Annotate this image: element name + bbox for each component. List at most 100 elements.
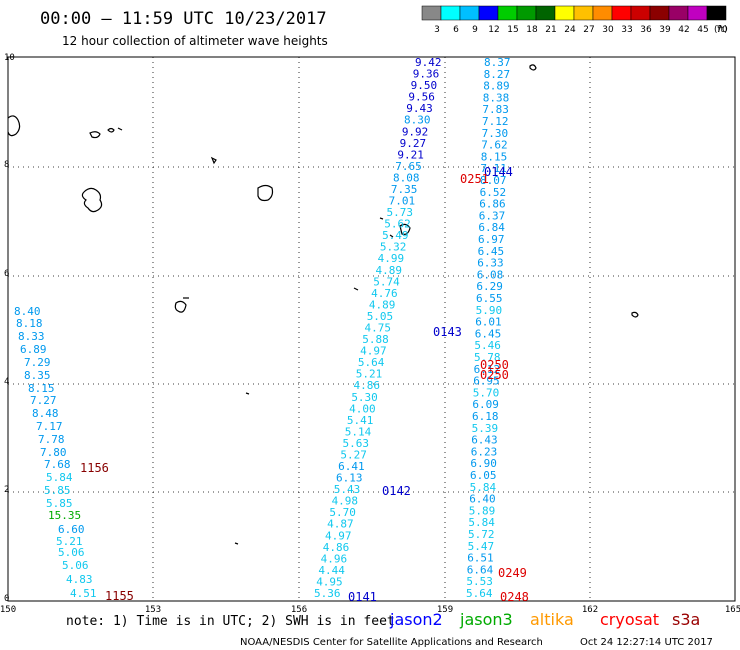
wave-height-value: 8.15 [481, 150, 508, 163]
coastline-islands [7, 64, 639, 545]
wave-height-value: 6.64 [467, 563, 494, 576]
wave-height-value: 4.95 [316, 575, 343, 588]
wave-height-value: 7.27 [30, 394, 57, 407]
wave-height-value: 8.89 [483, 80, 510, 93]
pass-time-label: 0248 [500, 590, 529, 604]
scale-swatch [592, 5, 613, 21]
lat-tick-label: 6 [4, 269, 9, 279]
wave-height-value: 6.51 [467, 552, 494, 565]
wave-height-value: 6.12 [474, 363, 501, 376]
wave-height-value: 6.05 [470, 469, 497, 482]
wave-height-value: 5.32 [380, 241, 407, 254]
wave-height-value: 8.33 [18, 330, 45, 343]
wave-height-value: 7.68 [44, 458, 71, 471]
scale-tick-label: 42 [678, 25, 689, 35]
page-subtitle: 12 hour collection of altimeter wave hei… [62, 34, 328, 48]
wave-height-value: 5.70 [329, 506, 356, 519]
graticule [8, 57, 735, 601]
wave-height-value: 6.97 [478, 233, 505, 246]
pass-time-label: 1156 [80, 461, 109, 475]
wave-height-value: 4.97 [325, 529, 352, 542]
wave-height-value: 6.55 [476, 292, 503, 305]
wave-height-value: 5.06 [58, 546, 85, 559]
wave-height-value: 5.14 [345, 425, 372, 438]
wave-height-value: 4.96 [321, 552, 348, 565]
wave-height-value: 7.17 [36, 420, 63, 433]
wave-height-value: 6.52 [480, 186, 507, 199]
wave-height-value: 7.35 [391, 183, 418, 196]
wave-height-value: 5.47 [468, 540, 495, 553]
wave-height-value: 6.60 [58, 523, 85, 536]
page-title: 00:00 – 11:59 UTC 10/23/2017 [40, 9, 327, 29]
wave-height-value: 6.18 [472, 410, 499, 423]
wave-height-value: 4.44 [318, 564, 345, 577]
lon-tick-label: 150 [0, 605, 16, 615]
wave-height-value: 5.85 [46, 497, 73, 510]
satellite-legend: jason2 jason3 altika cryosat s3a [389, 610, 700, 629]
pass-time-label: 1155 [105, 589, 134, 603]
legend-cryosat: cryosat [600, 610, 659, 629]
wave-height-value: 5.64 [466, 587, 493, 600]
wave-height-value: 5.36 [314, 587, 341, 600]
lat-tick-label: 0 [4, 594, 9, 604]
legend-jason2: jason2 [389, 610, 443, 629]
credit-text: NOAA/NESDIS Center for Satellite Applica… [240, 637, 543, 648]
wave-height-value: 7.83 [482, 103, 509, 116]
wave-height-value: 6.01 [475, 316, 502, 329]
wave-height-value: 4.51 [70, 587, 97, 600]
wave-height-value: 5.49 [382, 229, 409, 242]
wave-height-value: 5.21 [356, 368, 383, 381]
wave-height-value: 7.80 [40, 446, 67, 459]
wave-height-value: 6.13 [336, 472, 363, 485]
wave-height-value: 8.07 [480, 174, 507, 187]
wave-height-value: 6.41 [338, 460, 365, 473]
scale-tick-label: 33 [621, 25, 632, 35]
wave-height-value: 5.89 [469, 504, 496, 517]
scale-tick-label: 24 [564, 25, 576, 35]
wave-height-value: 7.29 [24, 356, 51, 369]
wave-height-value: 5.72 [468, 528, 495, 541]
wave-height-value: 4.86 [323, 541, 350, 554]
wave-height-value: 8.15 [28, 382, 55, 395]
scale-swatch [535, 5, 556, 21]
wave-height-value: 4.98 [332, 495, 359, 508]
wave-height-value: 4.83 [66, 573, 93, 586]
wave-height-value: 6.95 [473, 375, 500, 388]
scale-swatch [440, 5, 461, 21]
wave-height-value: 6.45 [475, 327, 502, 340]
wave-height-value: 5.73 [386, 206, 413, 219]
wave-height-value: 4.97 [360, 345, 387, 358]
wave-height-value: 6.09 [472, 398, 499, 411]
altimeter-tracks: 5.364.954.444.964.864.974.875.704.985.43… [14, 56, 511, 600]
scale-swatch [611, 5, 632, 21]
scale-swatch [649, 5, 670, 21]
wave-height-value: 8.38 [483, 91, 510, 104]
wave-height-value: 5.64 [358, 356, 385, 369]
wave-height-value: 7.11 [480, 162, 507, 175]
lat-tick-label: 2 [4, 485, 9, 495]
pass-time-label: 0250 [480, 358, 509, 372]
plot-frame [7, 56, 736, 602]
lon-tick-label: 153 [145, 605, 161, 615]
legend-jason3: jason3 [459, 610, 513, 629]
lat-tick-label: 4 [4, 377, 9, 387]
scale-swatch [573, 5, 594, 21]
scale-tick-label: 27 [583, 25, 594, 35]
wave-height-value: 6.40 [469, 493, 496, 506]
wave-height-value: 5.46 [474, 339, 501, 352]
wave-height-value: 8.40 [14, 305, 41, 318]
pass-time-label: 0141 [348, 590, 377, 604]
wave-height-value: 5.41 [347, 414, 374, 427]
wave-height-value: 6.08 [477, 268, 504, 281]
wave-height-value: 6.45 [478, 245, 505, 258]
pass-time-label: 0250 [480, 368, 509, 382]
scale-unit-label: (ft) [714, 25, 728, 35]
scale-swatch [630, 5, 651, 21]
lon-tick-label: 162 [582, 605, 598, 615]
wave-height-value: 5.62 [384, 218, 411, 231]
wave-height-value: 4.76 [371, 287, 398, 300]
wave-height-value: 4.75 [365, 322, 392, 335]
wave-height-value: 6.29 [476, 280, 503, 293]
wave-height-value: 8.30 [404, 114, 431, 127]
